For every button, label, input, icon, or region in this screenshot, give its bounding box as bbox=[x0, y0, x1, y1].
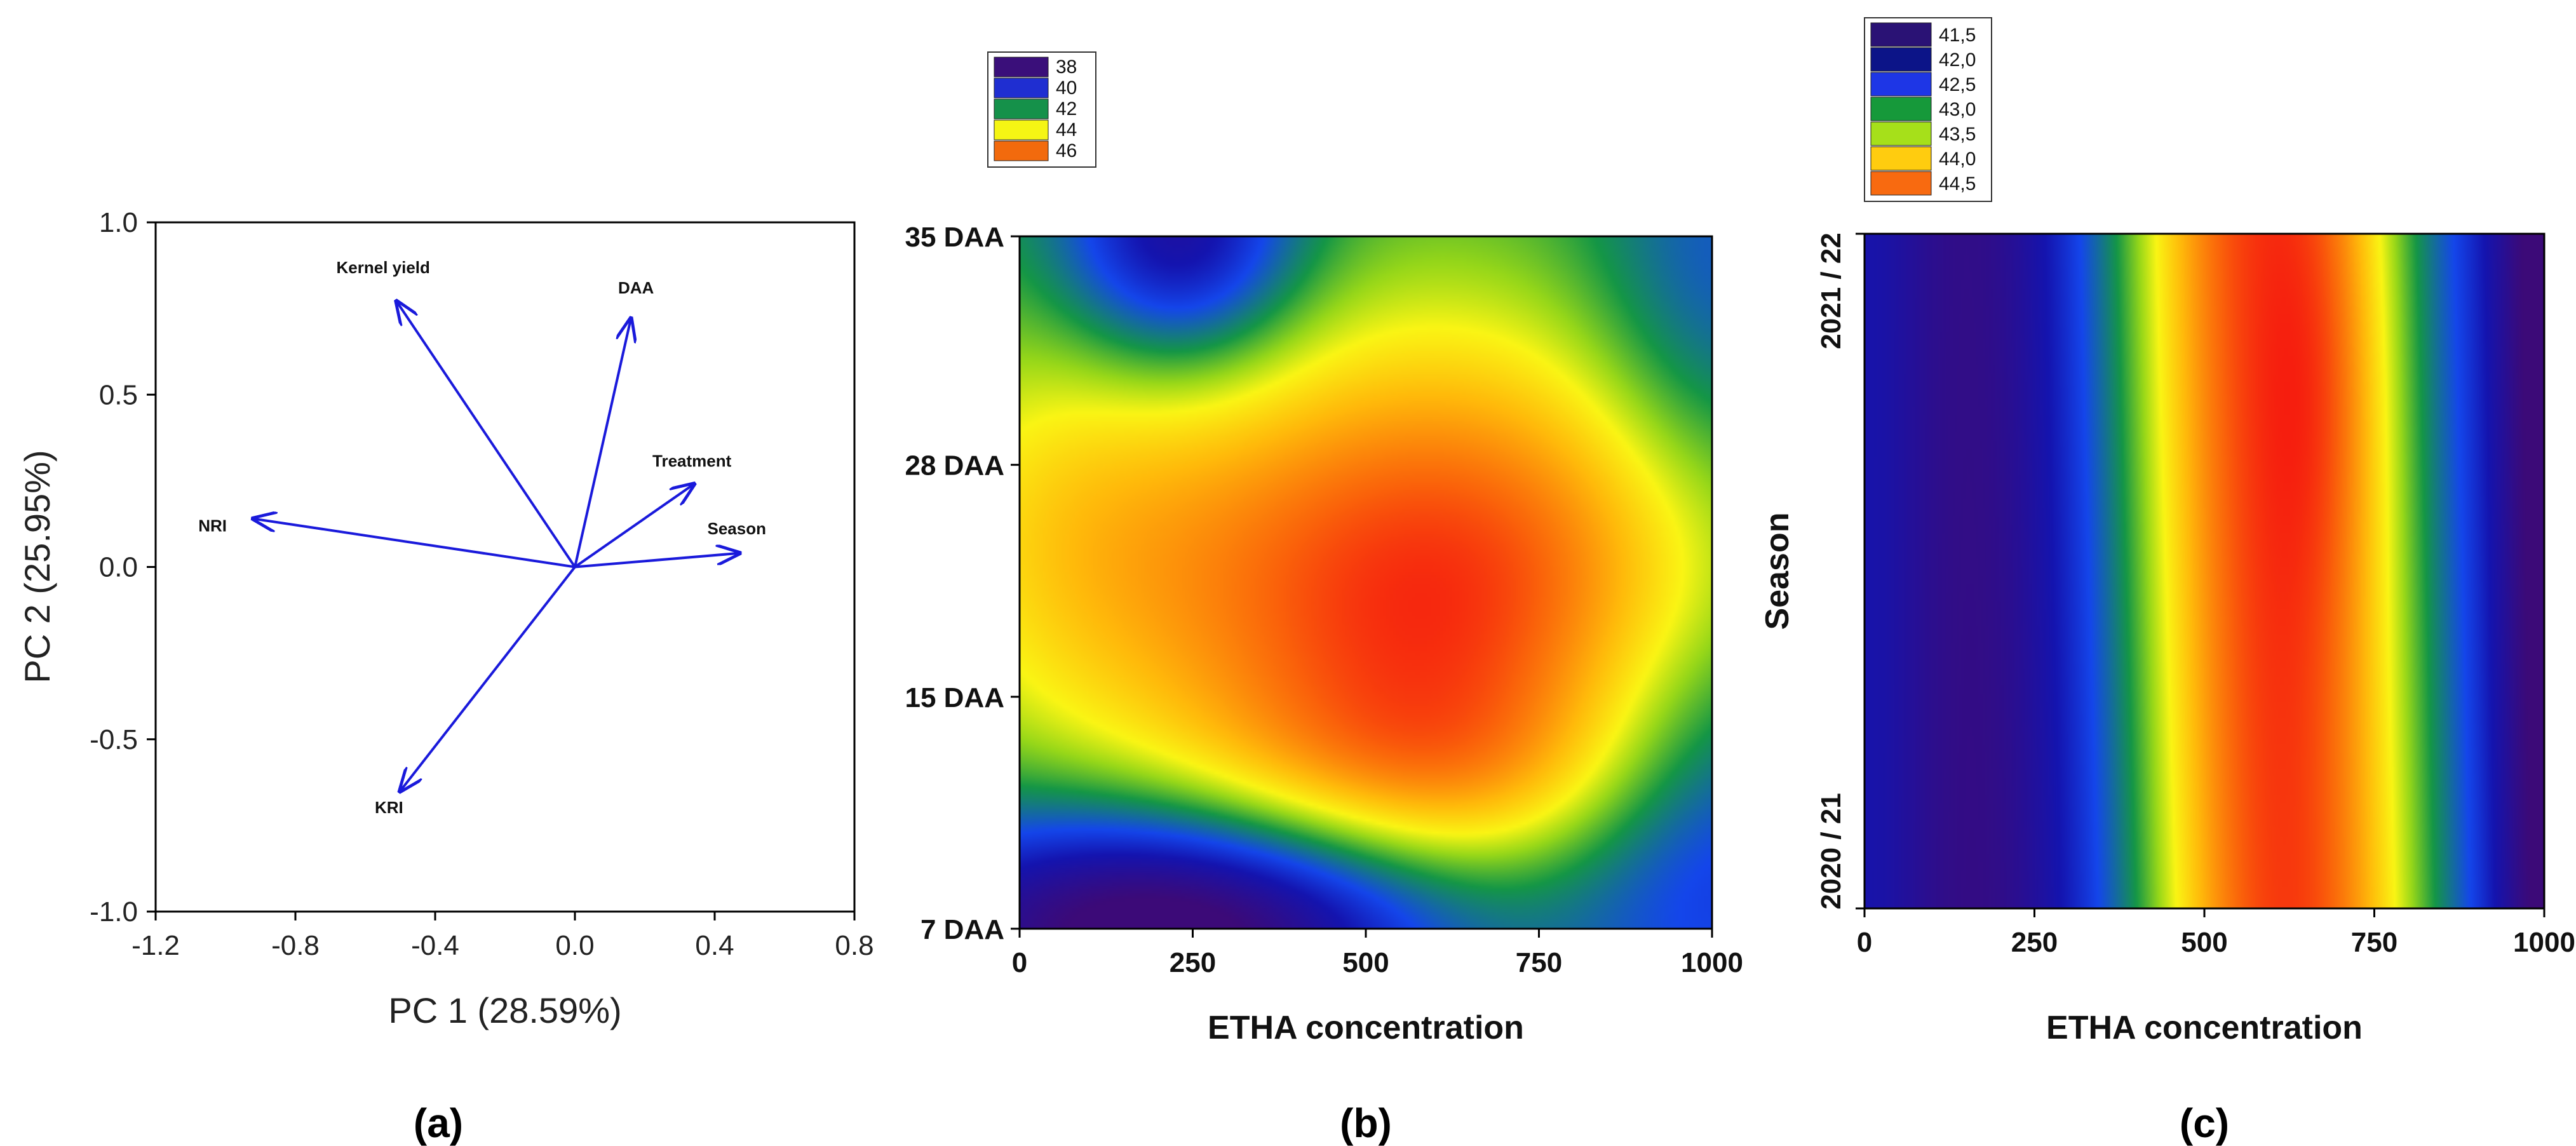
vector-kernel-yield bbox=[397, 302, 576, 568]
heatmap-c-x-tick-label: 250 bbox=[2011, 927, 2058, 958]
heatmap-c-legend-swatch bbox=[1870, 171, 1932, 196]
heatmap-c-legend-label: 42,0 bbox=[1939, 50, 1976, 71]
heatmap-b-y-tick-label: 35 DAA bbox=[905, 222, 1005, 253]
heatmap-b-legend-swatch bbox=[994, 57, 1049, 78]
pca-x-axis-title: PC 1 (28.59%) bbox=[388, 990, 621, 1030]
heatmap-c-surface bbox=[1865, 234, 2544, 908]
heatmap-b-y-tick-label: 28 DAA bbox=[905, 450, 1005, 482]
heatmap-b-y-ticks: 7 DAA 15 DAA 28 DAA 35 DAA bbox=[905, 222, 1020, 945]
pca-y-tick-label: -0.5 bbox=[90, 724, 138, 755]
vector-daa bbox=[574, 319, 631, 567]
pca-y-tick-label: 0.5 bbox=[99, 379, 138, 410]
pca-x-tick-label: -1.2 bbox=[131, 930, 180, 961]
heatmap-c-legend-label: 43,5 bbox=[1939, 124, 1976, 145]
heatmap-b-y-tick-label: 7 DAA bbox=[920, 914, 1004, 945]
heatmap-b-legend-label: 38 bbox=[1056, 57, 1077, 78]
heatmap-b-legend-label: 42 bbox=[1056, 98, 1077, 119]
vector-label: NRI bbox=[198, 516, 227, 536]
heatmap-c-legend-label: 43,0 bbox=[1939, 99, 1976, 120]
pca-biplot-panel: -1.2 -0.8 -0.4 0.0 0.4 0.8 -1.0-0.50.00.51.0 … bbox=[17, 207, 874, 1146]
heatmap-b-x-axis-title: ETHA concentration bbox=[1208, 1009, 1524, 1046]
pca-x-tick-label: 0.8 bbox=[835, 930, 873, 961]
heatmap-b-x-tick-label: 750 bbox=[1516, 947, 1562, 978]
heatmap-c-x-tick-label: 0 bbox=[1857, 927, 1872, 958]
pca-plot-frame bbox=[154, 221, 856, 913]
panel-label-a: (a) bbox=[414, 1100, 463, 1146]
heatmap-c-y-ticks: 2020 / 21 2021 / 22 bbox=[1816, 233, 1865, 910]
pca-y-tick-label: -1.0 bbox=[90, 896, 138, 927]
heatmap-c-legend-label: 44,0 bbox=[1939, 149, 1976, 170]
pca-y-axis-ticks: -1.0 -0.5 0.0 0.5 1.0 bbox=[90, 207, 156, 927]
vector-kri bbox=[400, 566, 576, 792]
pca-x-tick-label: 0.4 bbox=[695, 930, 734, 961]
heatmap-c-legend-label: 42,5 bbox=[1939, 74, 1976, 95]
heatmap-b-legend-label: 46 bbox=[1056, 140, 1077, 161]
pca-x-tick-label: -0.8 bbox=[271, 930, 320, 961]
heatmap-c-legend-swatch bbox=[1870, 22, 1932, 47]
heatmap-b-legend-swatch bbox=[994, 98, 1049, 119]
heatmap-c-y-tick-label: 2020 / 21 bbox=[1816, 793, 1847, 910]
vector-nri bbox=[253, 519, 576, 569]
heatmap-c-legend-swatch bbox=[1870, 121, 1932, 146]
heatmap-c-legend-label: 44,5 bbox=[1939, 173, 1976, 194]
heatmap-c-legend-swatch bbox=[1870, 72, 1932, 97]
heatmap-c-x-ticks: 0 250 500 750 1000 bbox=[1857, 908, 2575, 958]
heatmap-season-panel: 41,5 42,0 42,5 43,0 43,5 44,0 44,5 0 250 500 750 1… bbox=[1759, 17, 2575, 1146]
heatmap-b-y-tick-label: 15 DAA bbox=[905, 682, 1005, 713]
heatmap-c-x-tick-label: 1000 bbox=[2513, 927, 2575, 958]
vector-label: Treatment bbox=[652, 451, 732, 470]
heatmap-c-x-tick-label: 500 bbox=[2181, 927, 2227, 958]
pca-y-tick-label: 1.0 bbox=[99, 207, 138, 238]
heatmap-c-x-axis-title: ETHA concentration bbox=[2046, 1009, 2363, 1046]
heatmap-c-legend: 41,5 42,0 42,5 43,0 43,5 44,0 44,5 bbox=[1864, 17, 1992, 202]
panel-label-b: (b) bbox=[1340, 1100, 1392, 1146]
pca-loading-vectors: Kernel yield DAA Treatment Season NRI KRI bbox=[198, 258, 766, 817]
heatmap-c-legend-swatch bbox=[1870, 97, 1932, 121]
heatmap-c-legend-swatch bbox=[1870, 146, 1932, 171]
pca-x-axis-ticks: -1.2 -0.8 -0.4 0.0 0.4 0.8 bbox=[131, 912, 874, 961]
pca-y-tick-label: 0.0 bbox=[99, 552, 138, 583]
heatmap-b-x-tick-label: 1000 bbox=[1681, 947, 1743, 978]
pca-x-tick-label: 0.0 bbox=[555, 930, 594, 961]
vector-label: Season bbox=[708, 519, 767, 538]
heatmap-b-x-tick-label: 500 bbox=[1342, 947, 1389, 978]
heatmap-b-legend-label: 40 bbox=[1056, 78, 1077, 98]
vector-label: DAA bbox=[618, 278, 654, 297]
heatmap-c-legend-swatch bbox=[1870, 47, 1932, 72]
heatmap-b-x-tick-label: 0 bbox=[1012, 947, 1027, 978]
heatmap-c-y-axis-title: Season bbox=[1759, 513, 1796, 630]
heatmap-b-surface bbox=[1020, 236, 1712, 929]
heatmap-c-y-tick-label: 2021 / 22 bbox=[1816, 233, 1847, 349]
heatmap-b-legend-swatch bbox=[994, 140, 1049, 161]
vector-treatment bbox=[574, 484, 694, 569]
panel-label-c: (c) bbox=[2180, 1100, 2229, 1146]
heatmap-c-legend-label: 41,5 bbox=[1939, 25, 1976, 46]
vector-label: KRI bbox=[375, 798, 403, 817]
heatmap-b-legend-swatch bbox=[994, 78, 1049, 98]
heatmap-b-x-ticks: 0 250 500 750 1000 bbox=[1012, 929, 1743, 978]
heatmap-b-legend-swatch bbox=[994, 119, 1049, 140]
pca-y-axis-title: PC 2 (25.95%) bbox=[17, 450, 57, 683]
vector-season bbox=[574, 553, 739, 569]
heatmap-b-x-tick-label: 250 bbox=[1170, 947, 1216, 978]
heatmap-c-x-tick-label: 750 bbox=[2351, 927, 2397, 958]
pca-x-tick-label: -0.4 bbox=[411, 930, 459, 961]
heatmap-b-legend-label: 44 bbox=[1056, 119, 1077, 140]
vector-label: Kernel yield bbox=[337, 258, 430, 277]
